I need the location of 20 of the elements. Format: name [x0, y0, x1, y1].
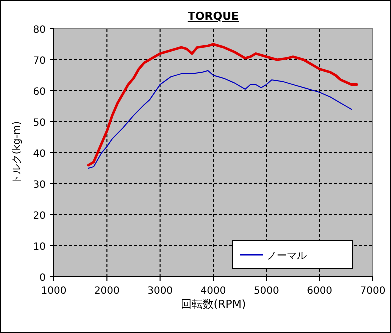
y-axis-title: トルク(kg-m): [12, 121, 23, 185]
x-tick-label: 4000: [200, 286, 226, 297]
chart-title: TORQUE: [188, 10, 240, 23]
x-tick-label: 6000: [307, 286, 333, 297]
y-tick-label: 20: [33, 211, 46, 222]
y-tick-label: 50: [33, 118, 46, 129]
legend-label: ノーマル: [267, 251, 307, 262]
y-tick-label: 30: [33, 180, 46, 191]
y-tick-label: 70: [33, 56, 46, 67]
x-axis-title: 回転数(RPM): [180, 298, 246, 311]
y-tick-label: 0: [40, 273, 46, 284]
x-tick-label: 2000: [94, 286, 120, 297]
x-tick-label: 3000: [148, 286, 174, 297]
y-tick-label: 80: [33, 25, 46, 36]
x-tick-label: 5000: [254, 286, 280, 297]
x-tick-label: 7000: [360, 286, 386, 297]
y-tick-label: 60: [33, 87, 46, 98]
x-tick-label: 1000: [41, 286, 67, 297]
y-tick-label: 40: [33, 149, 46, 160]
y-tick-label: 10: [33, 242, 46, 253]
